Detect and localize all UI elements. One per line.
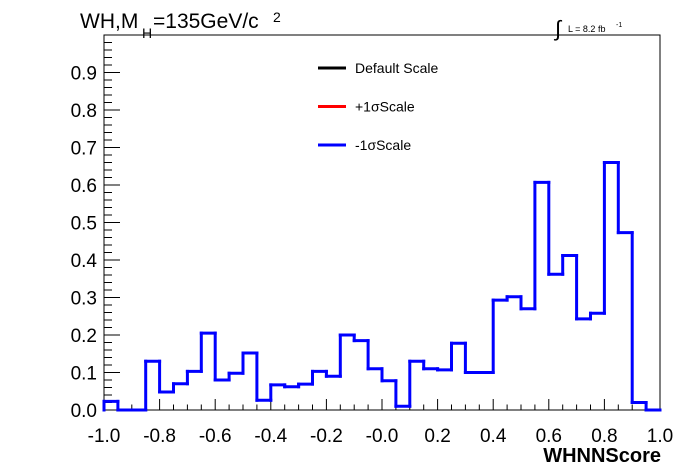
y-tick-label: 0.7 <box>71 139 97 160</box>
x-tick-label: -0.0 <box>366 426 399 447</box>
lumi-superscript: -1 <box>616 22 622 29</box>
luminosity-label: ∫ L = 8.2 fb -1 <box>553 16 622 41</box>
y-tick-label: 0.4 <box>71 251 98 272</box>
x-tick-label: 0.4 <box>480 426 507 447</box>
x-axis-label: WHNNScore <box>543 445 661 467</box>
x-tick-label: 1.0 <box>647 426 673 447</box>
lumi-text: L = 8.2 fb <box>568 24 605 34</box>
legend: Default Scale +1σScale -1σScale <box>318 60 438 153</box>
x-tick-label: 0.8 <box>591 426 617 447</box>
axis-tick-labels: -1.0 -0.8 -0.6 -0.4 -0.2 -0.0 0.2 0.4 0.6 0.8 1.0 0… <box>71 64 674 448</box>
series-minus-1sigma <box>102 161 662 412</box>
y-tick-label: 0.9 <box>71 64 97 85</box>
lumi-integral-symbol: ∫ <box>553 16 563 41</box>
legend-label: -1σScale <box>355 137 411 153</box>
x-tick-label: -0.6 <box>199 426 232 447</box>
y-tick-label: 0.5 <box>71 214 97 235</box>
title-subscript: H <box>142 25 152 41</box>
series-layer <box>102 161 662 412</box>
title-main: WH,M <box>80 10 138 33</box>
x-tick-label: 0.2 <box>424 426 450 447</box>
y-tick-label: 0.3 <box>71 289 97 310</box>
y-tick-label: 0.0 <box>71 401 97 422</box>
y-tick-label: 0.6 <box>71 176 97 197</box>
plot-title: WH,M H =135GeV/c 2 <box>80 9 281 41</box>
title-superscript: 2 <box>273 9 281 25</box>
x-tick-label: -0.8 <box>143 426 176 447</box>
x-tick-label: -1.0 <box>88 426 121 447</box>
x-tick-label: 0.6 <box>536 426 562 447</box>
legend-label: Default Scale <box>355 60 438 76</box>
x-tick-label: -0.2 <box>310 426 343 447</box>
title-rest: =135GeV/c <box>153 10 259 33</box>
legend-label: +1σScale <box>355 99 415 115</box>
x-tick-label: -0.4 <box>254 426 287 447</box>
y-tick-label: 0.2 <box>71 326 97 347</box>
y-tick-label: 0.1 <box>71 364 97 385</box>
y-tick-label: 0.8 <box>71 101 97 122</box>
